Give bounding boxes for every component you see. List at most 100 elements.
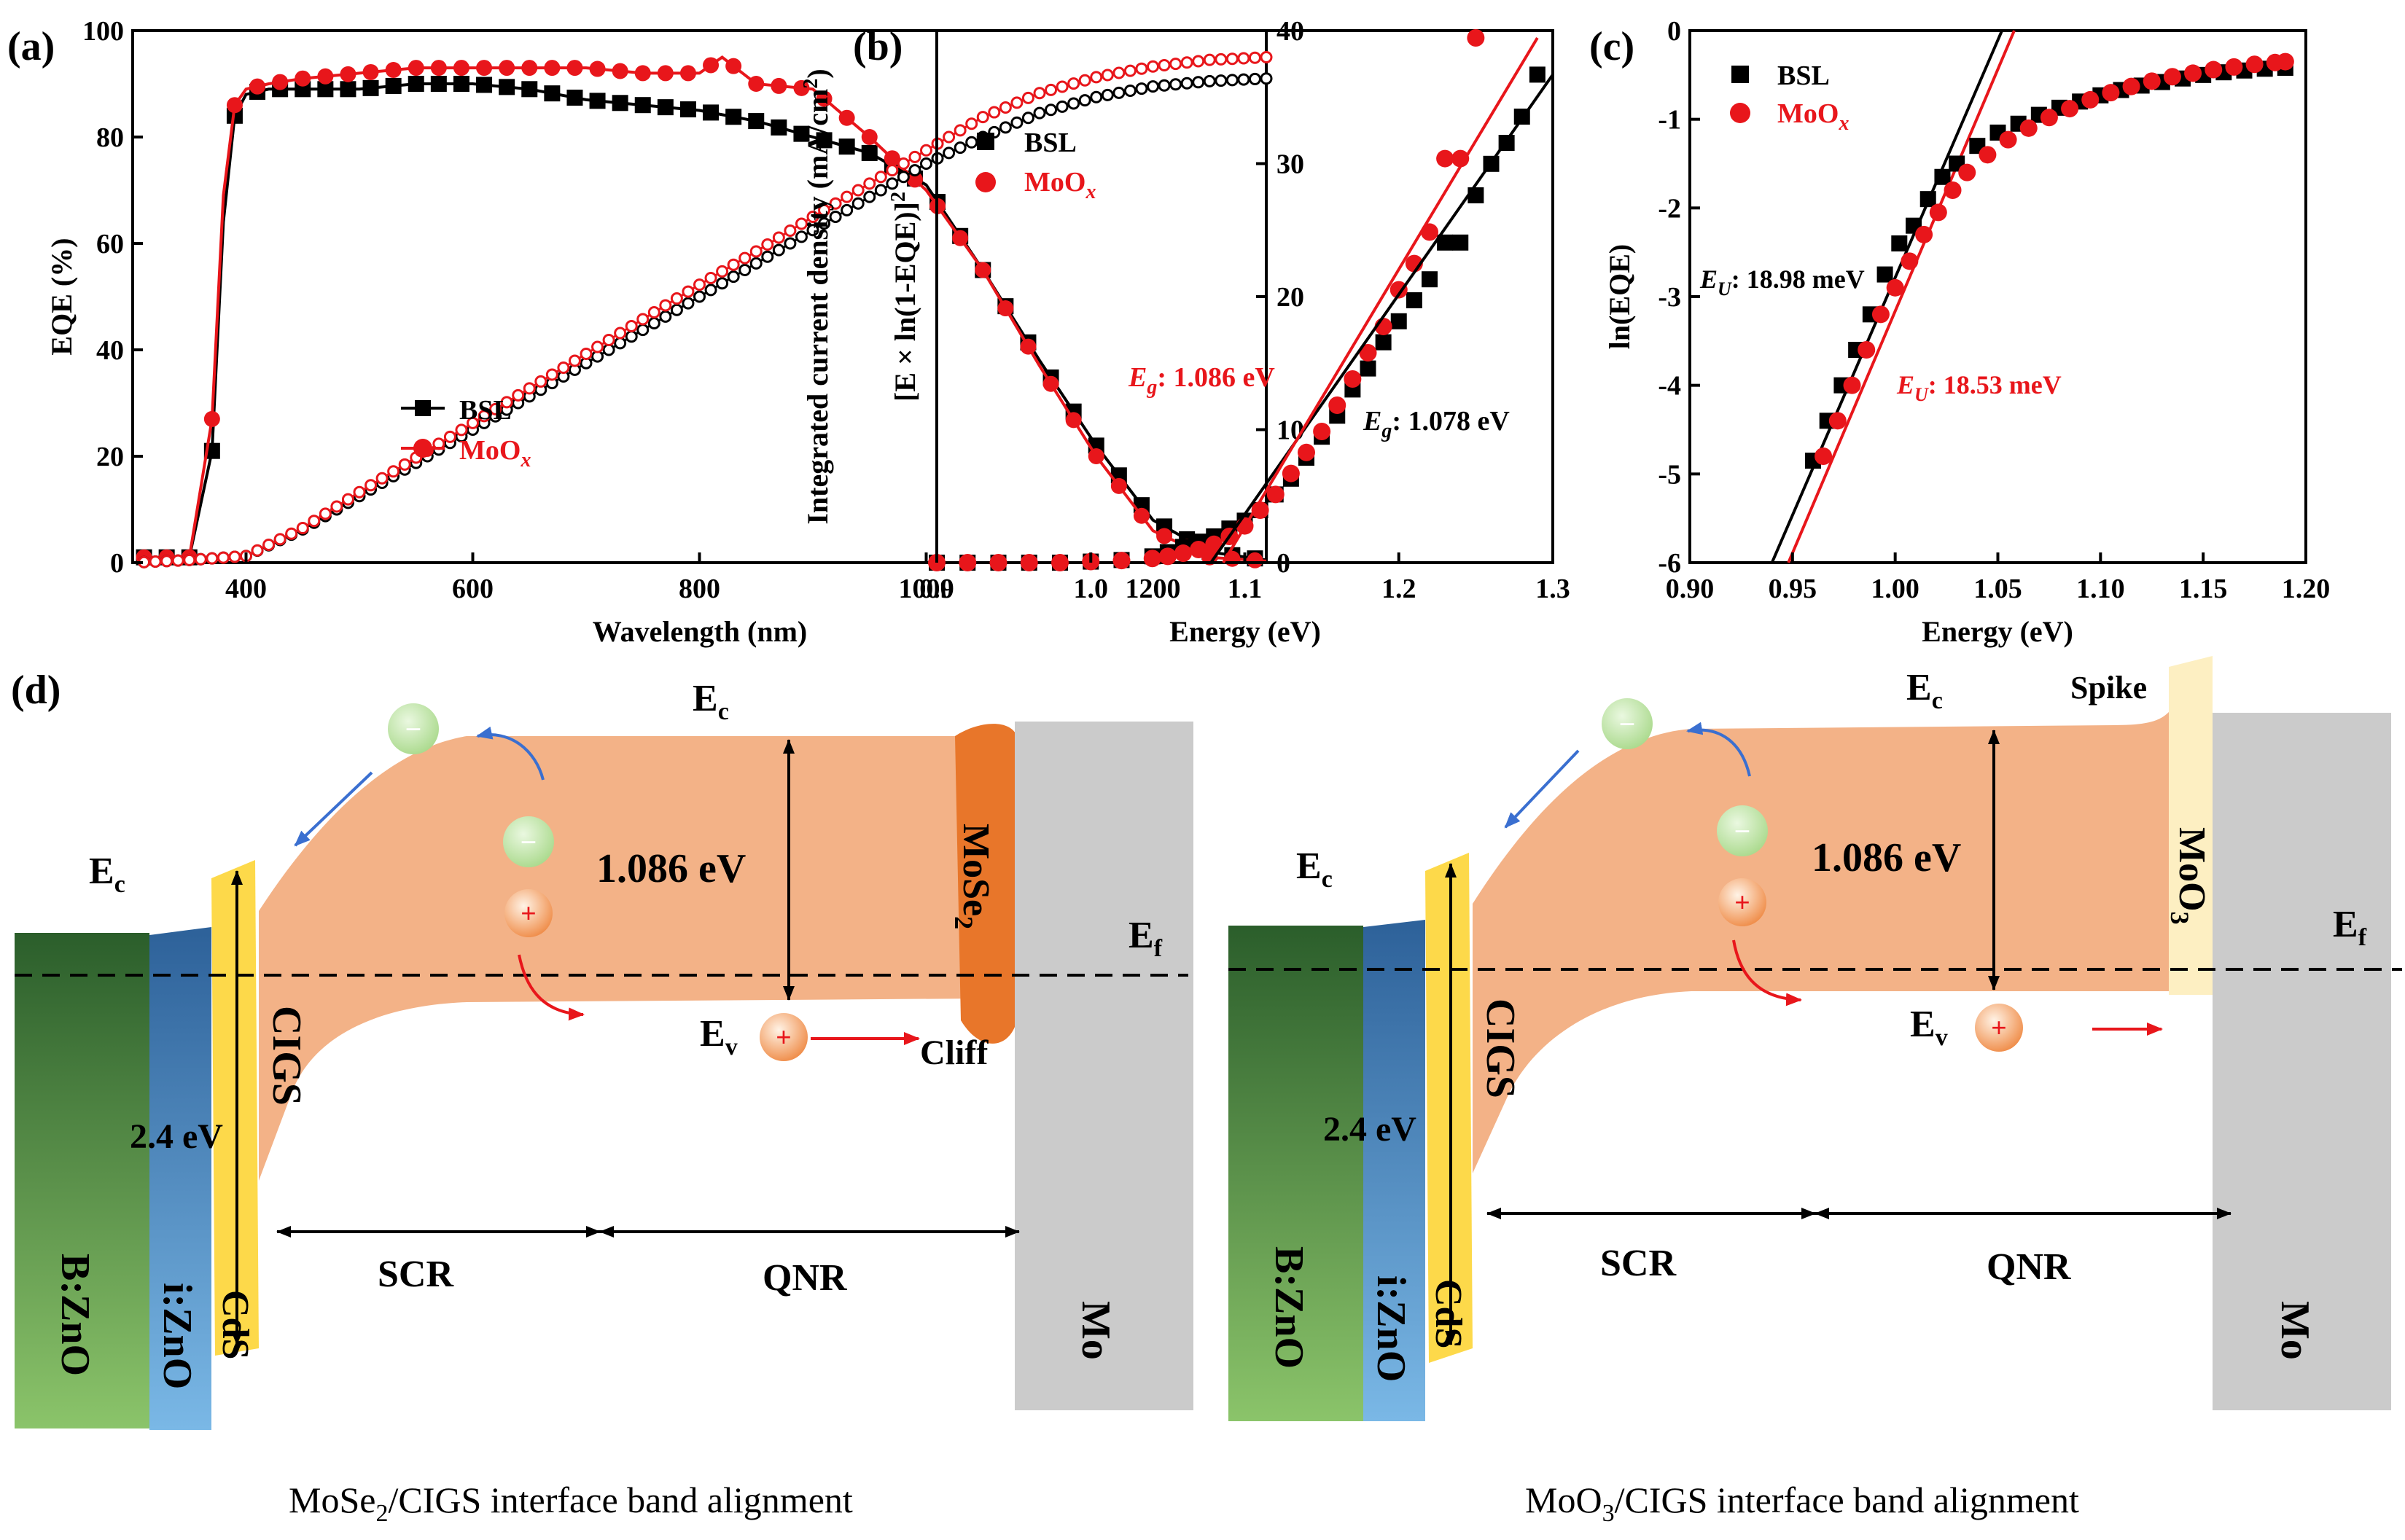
hole-sign: + — [1734, 888, 1750, 918]
jsc-moox-point — [795, 217, 808, 230]
eqe-bsl-point — [499, 79, 515, 95]
urbach-bsl-point — [1934, 168, 1951, 185]
eqe-moox-point — [453, 60, 469, 77]
legend-bsl-c: BSL — [1777, 60, 1830, 91]
caption-right: MoO3/CIGS interface band alignment — [1525, 1480, 2079, 1527]
eqe-bsl-point — [657, 99, 674, 116]
jsc-moox-point — [886, 164, 899, 177]
jsc-moox-point — [308, 515, 321, 528]
jsc-moox-point — [160, 555, 174, 568]
eg-annotation-moox: Eg: 1.086 eV — [1128, 362, 1275, 399]
jsc-bsl-point — [682, 297, 695, 310]
jsc-moox-point — [285, 527, 298, 540]
tauc-bsl-point — [1375, 334, 1392, 351]
eqe-bsl-point — [476, 77, 493, 93]
eqe-bsl-point — [589, 93, 606, 109]
eqe-moox-point — [430, 60, 447, 77]
jsc-moox-point — [1237, 52, 1250, 65]
jsc-bsl-point — [818, 217, 831, 230]
jsc-moox-point — [784, 224, 797, 237]
urbach-moox-point — [1929, 203, 1947, 222]
mose2-label: MoSe2 — [949, 824, 997, 929]
jsc-bsl-point — [806, 224, 819, 237]
jsc-moox-point — [365, 479, 378, 492]
electron-sign: − — [1619, 708, 1636, 740]
jsc-moox-point — [387, 465, 400, 478]
jsc-bsl-point — [727, 270, 740, 284]
electron-sign: − — [1734, 815, 1751, 848]
electron-sign: − — [405, 713, 422, 746]
electron-sign: − — [521, 826, 537, 859]
tauc-moox-point — [1328, 396, 1346, 414]
jsc-moox-point — [341, 493, 354, 506]
panel-b-label: (b) — [853, 24, 903, 69]
ev-label: Ev — [1910, 1004, 1948, 1051]
bzno-label: B:ZnO — [52, 1254, 98, 1376]
jsc-bsl-point — [1215, 74, 1228, 87]
jsc-bsl-point — [602, 343, 615, 356]
x-tick-label: 0.95 — [1769, 574, 1817, 604]
urbach-moox-point — [2163, 68, 2181, 86]
cigs-band — [1473, 703, 2176, 1173]
jsc-moox-point — [443, 430, 456, 443]
jsc-bsl-point — [1010, 116, 1024, 129]
electron-icon — [503, 816, 554, 867]
jsc-bsl-point — [1090, 90, 1103, 103]
eqe-moox-point — [589, 60, 606, 77]
urbach-moox-point — [2019, 119, 2038, 137]
eqe-moox-point — [725, 58, 742, 74]
jsc-moox-point — [398, 458, 411, 471]
jsc-bsl-point — [693, 290, 706, 303]
urbach-moox-point — [2184, 64, 2202, 82]
jsc-bsl-point — [1056, 100, 1069, 113]
tauc-moox-point — [1051, 554, 1069, 571]
urbach-moox-point — [1815, 447, 1833, 465]
izno-layer — [149, 927, 211, 1430]
urbach-moox-point — [2205, 60, 2223, 79]
cigs-label: CIGS — [264, 1006, 309, 1106]
y-tick-label: -3 — [1658, 282, 1681, 313]
jsc-bsl-point — [965, 136, 978, 149]
jsc-bsl-point — [636, 324, 650, 337]
jsc-moox-point — [568, 354, 581, 367]
urbach-moox-point — [2225, 58, 2243, 76]
panel-c-label: (c) — [1589, 24, 1634, 69]
legend-moox-c: MoOx — [1777, 98, 1849, 135]
jsc-bsl-point — [625, 330, 638, 343]
jsc-bsl-point — [772, 243, 785, 257]
x-tick-label: 1.0 — [1074, 574, 1109, 604]
jsc-bsl-point — [761, 250, 774, 263]
jsc-moox-point — [716, 265, 729, 278]
x-tick-label: 1.10 — [2076, 574, 2125, 604]
jsc-moox-point — [580, 347, 593, 360]
eqe-bsl-point — [430, 76, 447, 92]
tauc-moox-point — [1020, 554, 1038, 571]
jsc-bsl-point — [795, 230, 808, 243]
eqe-bsl-point — [679, 101, 696, 118]
tauc-moox-point — [1143, 550, 1161, 568]
jsc-bsl-point — [886, 177, 899, 190]
qnr-label: QNR — [1987, 1246, 2072, 1288]
hole-sign: + — [776, 1023, 792, 1053]
bzno-layer — [15, 933, 149, 1428]
tauc-moox-point — [1313, 423, 1331, 440]
jsc-bsl-point — [1101, 88, 1114, 101]
eqe-bsl-point — [634, 97, 651, 114]
jsc-moox-point — [1260, 51, 1273, 63]
eqe-moox-point — [1133, 507, 1150, 524]
jsc-moox-point — [625, 320, 638, 333]
tauc-moox-point — [1205, 535, 1223, 553]
eqe-moox-point — [385, 62, 402, 79]
jsc-moox-point — [988, 106, 1001, 119]
jsc-bsl-point — [749, 257, 763, 270]
panel-c-ylabel: ln(EQE) — [1603, 244, 1636, 349]
jsc-bsl-point — [851, 197, 865, 210]
x-tick-label: 1.15 — [2179, 574, 2228, 604]
hole-sign: + — [521, 899, 537, 929]
urbach-bsl-point — [1876, 266, 1893, 283]
y-tick-label: -1 — [1658, 105, 1681, 136]
jsc-moox-point — [999, 101, 1012, 114]
jsc-moox-point — [1147, 60, 1159, 73]
eqe-moox-point — [952, 230, 969, 246]
jsc-bsl-point — [1078, 94, 1091, 107]
